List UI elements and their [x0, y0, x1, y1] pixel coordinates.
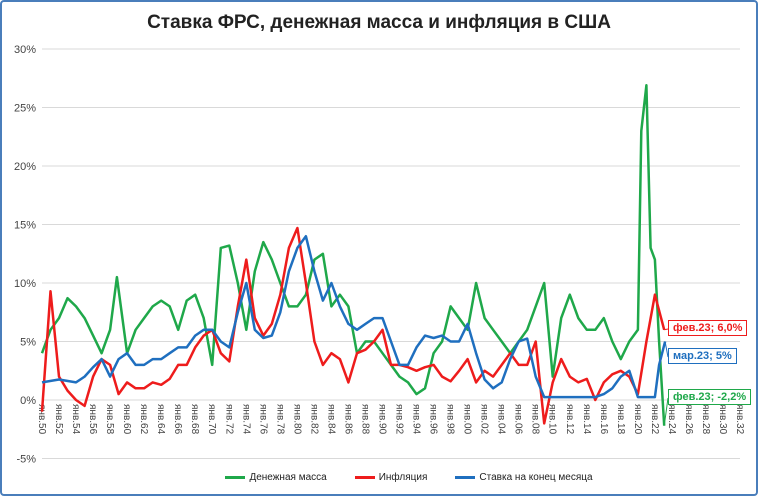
- annotation-money: фев.23; -2,2%: [668, 389, 752, 405]
- x-tick-label: янв.80: [291, 404, 302, 435]
- y-tick-label: -5%: [16, 454, 36, 466]
- x-tick-label: янв.76: [257, 404, 268, 435]
- x-tick-label: янв.20: [632, 404, 643, 435]
- x-tick-label: янв.64: [155, 404, 166, 435]
- series-line-0: [40, 84, 666, 426]
- x-tick-label: янв.62: [138, 404, 149, 435]
- y-tick-label: 0%: [20, 395, 36, 407]
- x-tick-label: янв.12: [564, 404, 575, 435]
- y-tick-label: 15%: [14, 220, 36, 232]
- x-tick-label: янв.32: [734, 404, 745, 435]
- x-tick-label: янв.54: [70, 404, 81, 435]
- x-tick-label: янв.22: [649, 404, 660, 435]
- annotation-leader: [664, 328, 669, 331]
- x-tick-label: янв.08: [530, 404, 541, 435]
- x-tick-label: янв.10: [547, 404, 558, 435]
- x-tick-label: янв.06: [513, 404, 524, 435]
- x-tick-label: янв.92: [394, 404, 405, 435]
- x-tick-label: янв.70: [206, 404, 217, 435]
- x-tick-label: янв.58: [104, 404, 115, 435]
- annotation-leader: [664, 341, 669, 358]
- series-line-2: [41, 234, 667, 399]
- x-tick-label: янв.28: [700, 404, 711, 435]
- x-tick-label: янв.26: [683, 404, 694, 435]
- x-tick-label: янв.04: [496, 404, 507, 435]
- y-tick-label: 5%: [20, 337, 36, 349]
- y-tick-label: 10%: [14, 278, 36, 290]
- x-tick-label: янв.14: [581, 404, 592, 435]
- chart-title: Ставка ФРС, денежная масса и инфляция в …: [147, 12, 611, 33]
- x-tick-label: янв.96: [428, 404, 439, 435]
- x-tick-label: янв.94: [411, 404, 422, 435]
- x-tick-label: янв.02: [479, 404, 490, 435]
- x-tick-label: янв.98: [445, 404, 456, 435]
- legend-item-rate: Ставка на конец месяца: [455, 472, 593, 483]
- annotation-leader: [663, 397, 669, 426]
- y-tick-label: 25%: [14, 103, 36, 115]
- x-tick-label: янв.78: [274, 404, 285, 435]
- x-tick-label: янв.50: [36, 404, 47, 435]
- x-tick-label: янв.82: [308, 404, 319, 435]
- x-tick-label: янв.30: [717, 404, 728, 435]
- x-tick-label: янв.86: [342, 404, 353, 435]
- x-tick-label: янв.60: [121, 404, 132, 435]
- x-tick-label: янв.16: [598, 404, 609, 435]
- x-tick-label: янв.84: [325, 404, 336, 435]
- x-tick-label: янв.00: [462, 404, 473, 435]
- x-tick-label: янв.56: [87, 404, 98, 435]
- annotation-rate: мар.23; 5%: [668, 348, 737, 364]
- x-tick-label: янв.66: [172, 404, 183, 435]
- x-tick-label: янв.90: [376, 404, 387, 435]
- series-line-1: [40, 226, 666, 425]
- x-tick-label: янв.74: [240, 404, 251, 435]
- x-tick-label: янв.72: [223, 404, 234, 435]
- y-tick-label: 30%: [14, 44, 36, 56]
- x-tick-label: янв.24: [666, 404, 677, 435]
- x-tick-label: янв.88: [359, 404, 370, 435]
- x-tick-label: янв.52: [53, 404, 64, 435]
- legend-item-inflation: Инфляция: [354, 472, 427, 483]
- legend: Денежная масса Инфляция Ставка на конец …: [2, 472, 756, 483]
- legend-item-money: Денежная масса: [225, 472, 327, 483]
- annotation-inflation: фев.23; 6,0%: [668, 320, 748, 336]
- x-tick-label: янв.18: [615, 404, 626, 435]
- x-tick-label: янв.68: [189, 404, 200, 435]
- y-tick-label: 20%: [14, 161, 36, 173]
